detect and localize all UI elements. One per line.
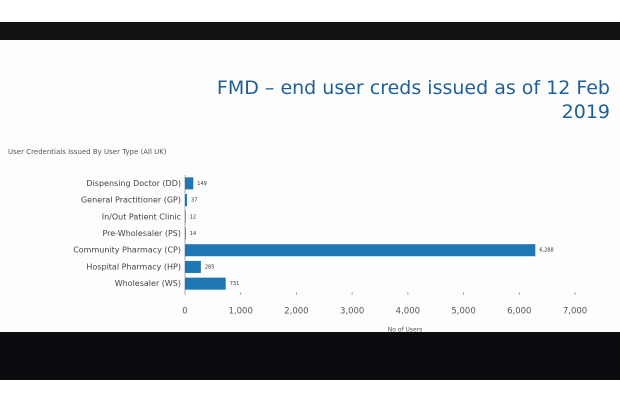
bottom-band — [0, 332, 620, 380]
y-tick-label: General Practitioner (GP) — [81, 196, 181, 205]
x-tick-label: 5,000 — [451, 307, 475, 317]
bar — [185, 177, 194, 190]
bar — [185, 194, 188, 207]
x-tick-label: 1,000 — [229, 307, 253, 317]
chart-title: FMD – end user creds issued as of 12 Feb… — [217, 77, 610, 123]
y-tick-label: Hospital Pharmacy (HP) — [86, 262, 181, 271]
x-tick-label: 7,000 — [563, 307, 587, 317]
x-tick-label: 2,000 — [284, 307, 308, 317]
y-tick-label: Wholesaler (WS) — [115, 279, 181, 288]
x-tick-label: 4,000 — [396, 307, 420, 317]
bar — [185, 210, 186, 223]
value-label: 6,288 — [539, 248, 553, 254]
value-label: 12 — [190, 214, 196, 220]
bar — [185, 244, 536, 257]
x-axis-label: No of Users — [388, 327, 423, 334]
value-label: 14 — [190, 231, 196, 237]
top-band — [0, 22, 620, 40]
x-tick-label: 6,000 — [507, 307, 531, 317]
x-tick-label: 0 — [182, 307, 187, 317]
bar — [185, 277, 226, 290]
y-tick-label: Pre-Wholesaler (PS) — [103, 229, 182, 238]
value-label: 285 — [205, 264, 215, 270]
chart-subtitle: User Credentials Issued By User Type (Al… — [8, 148, 167, 156]
y-tick-label: In/Out Patient Clinic — [102, 212, 181, 221]
y-tick-label: Community Pharmacy (CP) — [73, 246, 181, 255]
x-tick-label: 3,000 — [340, 307, 364, 317]
value-label: 37 — [191, 198, 197, 204]
bar — [185, 260, 201, 273]
bar — [185, 227, 186, 240]
y-tick-label: Dispensing Doctor (DD) — [86, 179, 181, 188]
slide — [0, 40, 620, 332]
value-label: 731 — [230, 281, 240, 287]
value-label: 149 — [197, 181, 207, 187]
